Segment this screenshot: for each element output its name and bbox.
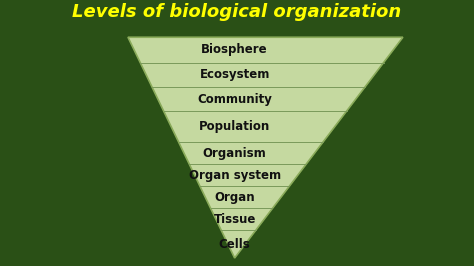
Text: Organ: Organ	[214, 191, 255, 204]
Text: Cells: Cells	[219, 238, 250, 251]
Text: Community: Community	[197, 93, 272, 106]
Text: Tissue: Tissue	[213, 213, 256, 226]
Text: Biosphere: Biosphere	[201, 43, 268, 56]
Text: Organism: Organism	[203, 147, 266, 160]
Text: Population: Population	[199, 120, 270, 133]
Text: Levels of biological organization: Levels of biological organization	[73, 3, 401, 21]
Text: Ecosystem: Ecosystem	[200, 68, 270, 81]
Text: Organ system: Organ system	[189, 169, 281, 182]
Polygon shape	[128, 37, 403, 258]
